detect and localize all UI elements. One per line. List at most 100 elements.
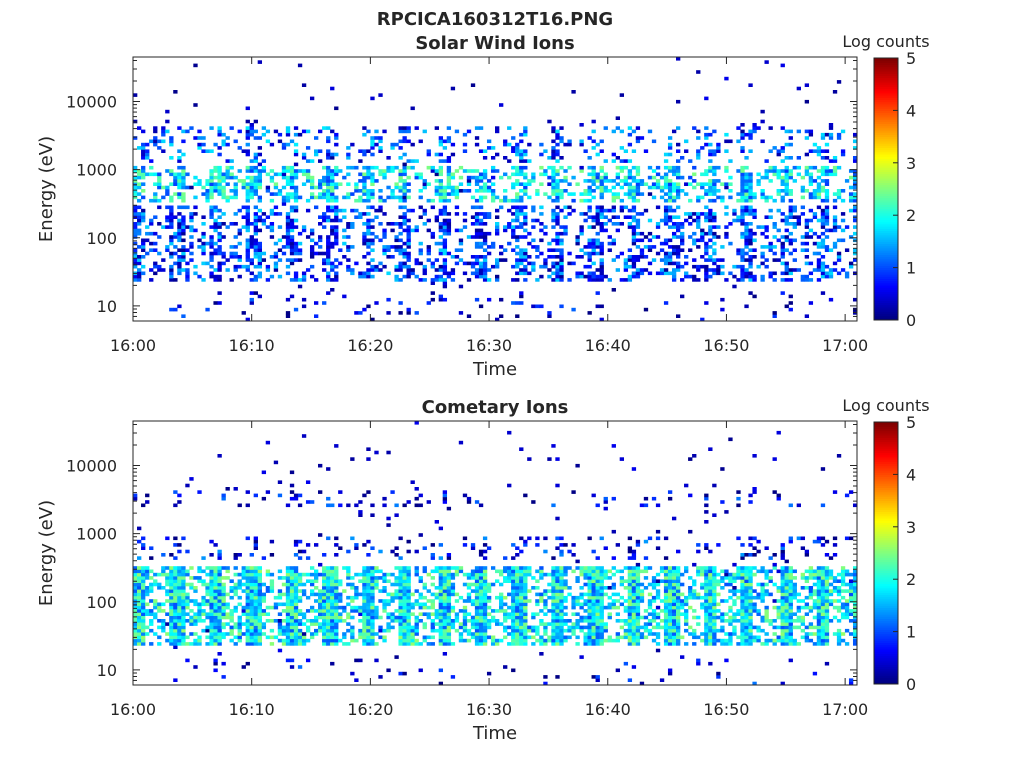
heatmap-cell [781,255,785,259]
heatmap-cell [479,275,483,279]
heatmap-cell [298,629,302,633]
heatmap-cell [720,196,724,200]
heatmap-cell [326,166,330,170]
heatmap-cell [165,225,169,229]
heatmap-cell [173,622,177,626]
heatmap-cell [596,252,600,256]
heatmap-cell [169,222,173,226]
heatmap-cell [841,149,845,153]
heatmap-cell [740,186,744,190]
heatmap-cell [398,603,402,607]
heatmap-cell [238,636,242,640]
heatmap-cell [664,159,668,163]
heatmap-cell [326,252,330,256]
heatmap-cell [330,642,334,646]
heatmap-cell [141,589,145,593]
heatmap-cell [310,255,314,259]
heatmap-cell [330,622,334,626]
heatmap-cell [837,252,841,256]
heatmap-cell [515,235,519,239]
heatmap-cell [588,173,592,177]
heatmap-cell [407,616,411,620]
heatmap-cell [764,159,768,163]
heatmap-cell [294,169,298,173]
heatmap-cell [415,619,419,623]
heatmap-cell [398,609,402,613]
heatmap-cell [346,629,350,633]
heatmap-cell [290,490,294,494]
heatmap-cell [752,126,756,130]
heatmap-cell [390,169,394,173]
heatmap-cell [270,275,274,279]
heatmap-cell [234,189,238,193]
heatmap-cell [716,179,720,183]
heatmap-cell [471,215,475,219]
heatmap-cell [439,583,443,587]
heatmap-cell [173,90,177,94]
heatmap-cell [559,196,563,200]
heatmap-cell [145,252,149,256]
heatmap-cell [213,629,217,633]
heatmap-cell [322,166,326,170]
heatmap-cell [704,169,708,173]
heatmap-cell [435,596,439,600]
heatmap-cell [189,576,193,580]
heatmap-cell [270,553,274,557]
heatmap-cell [177,222,181,226]
heatmap-cell [398,639,402,643]
heatmap-cell [680,189,684,193]
heatmap-cell [596,239,600,243]
heatmap-cell [173,566,177,570]
heatmap-cell [716,146,720,150]
heatmap-cell [177,576,181,580]
heatmap-cell [173,596,177,600]
heatmap-cell [193,619,197,623]
heatmap-cell [531,262,535,266]
heatmap-cell [382,609,386,613]
heatmap-cell [310,232,314,236]
heatmap-cell [149,576,153,580]
heatmap-cell [688,248,692,252]
heatmap-cell [692,278,696,282]
heatmap-cell [246,143,250,147]
heatmap-cell [250,619,254,623]
heatmap-cell [624,159,628,163]
heatmap-cell [362,186,366,190]
heatmap-cell [318,616,322,620]
heatmap-cell [169,255,173,259]
heatmap-cell [805,275,809,279]
heatmap-cell [648,186,652,190]
heatmap-cell [334,606,338,610]
heatmap-cell [386,298,390,302]
heatmap-cell [479,636,483,640]
heatmap-cell [314,252,318,256]
heatmap-cell [390,583,394,587]
heatmap-cell [274,636,278,640]
heatmap-cell [250,133,254,137]
heatmap-cell [145,232,149,236]
heatmap-cell [165,576,169,580]
heatmap-cell [266,606,270,610]
heatmap-cell [829,229,833,233]
heatmap-cell [708,166,712,170]
heatmap-cell [145,612,149,616]
heatmap-cell [708,199,712,203]
heatmap-cell [849,196,853,200]
heatmap-cell [837,239,841,243]
heatmap-cell [334,566,338,570]
heatmap-cell [668,258,672,262]
heatmap-cell [555,196,559,200]
heatmap-cell [483,639,487,643]
heatmap-cell [817,258,821,262]
heatmap-cell [358,579,362,583]
heatmap-cell [362,272,366,276]
heatmap-cell [495,639,499,643]
heatmap-cell [789,212,793,216]
heatmap-cell [519,206,523,210]
heatmap-cell [419,189,423,193]
heatmap-cell [648,176,652,180]
heatmap-cell [471,272,475,276]
heatmap-cell [821,156,825,160]
heatmap-cell [443,281,447,285]
heatmap-cell [246,576,250,580]
